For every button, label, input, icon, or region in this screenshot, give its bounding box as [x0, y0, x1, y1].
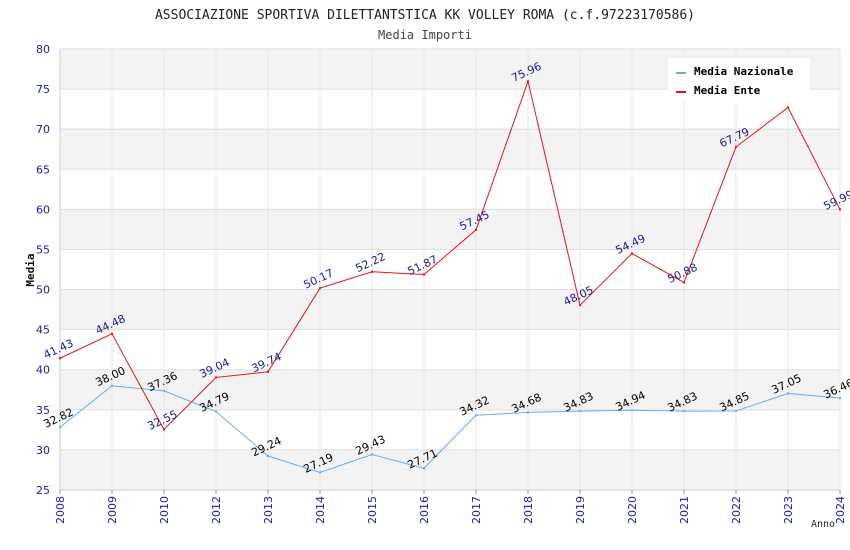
- legend-label-media-ente: Media Ente: [694, 84, 761, 97]
- x-tick-label-2018: 2018: [522, 496, 535, 524]
- data-point-media-ente-2013: [266, 370, 270, 374]
- series-line-media-nazionale: [59, 385, 841, 473]
- data-point-media-nazionale-2013: [266, 454, 270, 458]
- data-point-media-ente-2022: [734, 145, 738, 149]
- y-tick-label-75: 75: [36, 83, 50, 96]
- x-tick-label-2024: 2024: [834, 496, 847, 524]
- chart-subtitle: Media Importi: [378, 28, 472, 42]
- x-tick-label-2014: 2014: [314, 496, 327, 524]
- data-label-media-ente-2015: 52.22: [353, 250, 387, 275]
- data-point-media-nazionale-2018: [526, 411, 530, 414]
- data-point-media-nazionale-2015: [370, 453, 374, 456]
- x-tick-label-2021: 2021: [678, 496, 691, 524]
- band-45-50: [60, 289, 840, 330]
- x-tick-label-2015: 2015: [366, 496, 379, 524]
- y-tick-label-80: 80: [36, 43, 50, 56]
- series-line-media-ente: [59, 79, 841, 431]
- data-point-media-nazionale-2009: [110, 384, 114, 387]
- y-tick-label-45: 45: [36, 324, 50, 337]
- data-point-media-nazionale-2023: [786, 392, 790, 395]
- y-tick-label-35: 35: [36, 404, 50, 417]
- x-tick-label-2013: 2013: [262, 496, 275, 524]
- data-point-media-nazionale-2012: [214, 410, 218, 413]
- y-tick-label-65: 65: [36, 163, 50, 176]
- data-point-media-ente-2021: [682, 281, 686, 284]
- y-axis-label: Media: [24, 253, 37, 286]
- data-point-media-ente-2009: [110, 332, 114, 336]
- data-point-media-ente-2015: [370, 270, 374, 273]
- data-point-media-ente-2014: [318, 286, 322, 290]
- y-tick-label-25: 25: [36, 484, 50, 497]
- band-65-70: [60, 129, 840, 170]
- data-point-media-ente-2017: [474, 228, 478, 232]
- data-point-media-nazionale-2010: [162, 389, 166, 393]
- data-point-media-ente-2012: [214, 376, 218, 379]
- y-axis: 25 30 35 40 45 50 55 60 65 70 75 80: [36, 43, 50, 497]
- data-point-media-nazionale-2008: [58, 426, 62, 429]
- x-axis-label: Anno: [811, 519, 835, 530]
- data-point-media-nazionale-2022: [734, 409, 738, 413]
- data-point-media-ente-2019: [578, 303, 582, 307]
- y-tick-label-55: 55: [36, 243, 50, 256]
- data-label-media-ente-2010: 32.55: [145, 408, 179, 433]
- x-tick-label-2020: 2020: [626, 496, 639, 524]
- y-tick-label-40: 40: [36, 364, 50, 377]
- data-label-media-ente-2014: 50.17: [301, 266, 335, 291]
- data-point-media-nazionale-2017: [474, 414, 478, 417]
- data-point-media-ente-2020: [630, 252, 634, 255]
- x-tick-label-2010: 2010: [158, 496, 171, 524]
- data-point-media-nazionale-2021: [682, 409, 686, 413]
- x-tick-label-2016: 2016: [418, 496, 431, 524]
- plot-background-bands: [60, 49, 840, 490]
- data-label-media-ente-2008: 41.43: [41, 337, 75, 362]
- x-tick-label-2022: 2022: [730, 496, 743, 524]
- data-point-media-ente-2016: [422, 273, 426, 276]
- x-axis: 2008 2009 2010 2012 2013 2014 2015 2016 2017 2018…: [54, 490, 847, 524]
- x-tick-label-2008: 2008: [54, 496, 67, 524]
- y-tick-label-60: 60: [36, 203, 50, 216]
- data-point-media-nazionale-2020: [630, 409, 634, 412]
- y-tick-label-30: 30: [36, 444, 50, 457]
- band-55-60: [60, 209, 840, 250]
- data-point-media-ente-2018: [526, 80, 530, 83]
- data-point-media-ente-2008: [58, 357, 62, 360]
- data-point-media-ente-2010: [162, 428, 166, 431]
- x-tick-label-2009: 2009: [106, 496, 119, 524]
- data-point-media-ente-2024: [838, 208, 842, 211]
- series-layer: [58, 79, 842, 474]
- y-tick-label-50: 50: [36, 284, 50, 297]
- chart-title: ASSOCIAZIONE SPORTIVA DILETTANTSTICA KK …: [155, 8, 695, 23]
- gridlines: [59, 48, 841, 491]
- data-point-media-ente-2023: [786, 106, 790, 109]
- data-point-media-nazionale-2019: [578, 409, 582, 413]
- legend-box: [668, 58, 810, 102]
- data-point-media-nazionale-2016: [422, 467, 426, 470]
- x-tick-label-2012: 2012: [210, 496, 223, 524]
- y-tick-label-70: 70: [36, 123, 50, 136]
- x-tick-label-2017: 2017: [470, 496, 483, 524]
- band-25-30: [60, 449, 840, 490]
- data-point-media-nazionale-2024: [838, 396, 842, 400]
- legend: Media Nazionale Media Ente: [668, 58, 810, 102]
- data-point-media-nazionale-2014: [318, 471, 322, 474]
- x-tick-label-2023: 2023: [782, 496, 795, 524]
- x-tick-label-2019: 2019: [574, 496, 587, 524]
- legend-label-media-nazionale: Media Nazionale: [694, 65, 794, 78]
